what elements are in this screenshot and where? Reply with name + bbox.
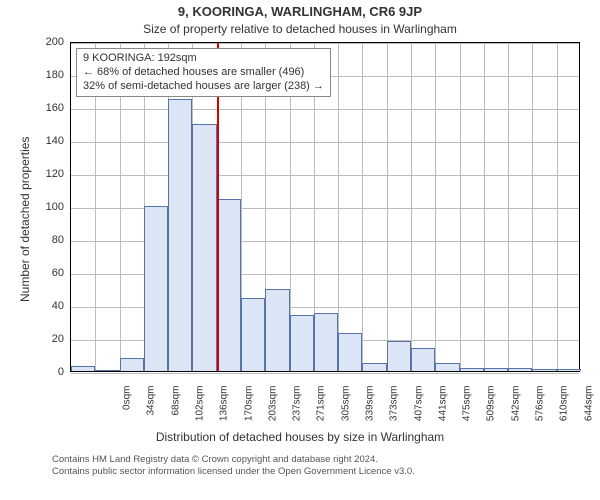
footer-line2: Contains public sector information licen…	[52, 466, 415, 478]
x-tick-label: 271sqm	[316, 386, 327, 434]
x-tick-label: 542sqm	[510, 386, 521, 434]
x-tick-label: 203sqm	[267, 386, 278, 434]
footer-credits: Contains HM Land Registry data © Crown c…	[52, 454, 415, 479]
chart-subtitle: Size of property relative to detached ho…	[0, 22, 600, 36]
x-tick-label: 373sqm	[389, 386, 400, 434]
x-tick-label: 441sqm	[437, 386, 448, 434]
y-tick-label: 80	[0, 234, 64, 246]
x-tick-label: 34sqm	[146, 386, 157, 434]
histogram-bar	[557, 369, 581, 371]
x-tick-label: 610sqm	[559, 386, 570, 434]
histogram-bar	[460, 368, 484, 371]
y-tick-label: 120	[0, 168, 64, 180]
annotation-line3: 32% of semi-detached houses are larger (…	[83, 80, 324, 94]
histogram-bar	[144, 206, 168, 371]
histogram-bar	[484, 368, 508, 371]
histogram-bar	[168, 99, 192, 371]
histogram-bar	[338, 333, 362, 371]
histogram-bar	[192, 124, 216, 372]
x-tick-label: 237sqm	[292, 386, 303, 434]
histogram-bar	[265, 289, 289, 372]
annotation-line2: ← 68% of detached houses are smaller (49…	[83, 66, 324, 80]
y-tick-label: 180	[0, 69, 64, 81]
x-axis-label: Distribution of detached houses by size …	[0, 430, 600, 444]
x-tick-label: 576sqm	[535, 386, 546, 434]
y-tick-label: 100	[0, 201, 64, 213]
histogram-bar	[120, 358, 144, 371]
y-tick-label: 20	[0, 333, 64, 345]
histogram-bar	[290, 315, 314, 371]
x-tick-label: 68sqm	[170, 386, 181, 434]
histogram-bar	[241, 298, 265, 371]
x-tick-label: 170sqm	[243, 386, 254, 434]
y-tick-label: 0	[0, 366, 64, 378]
histogram-bar	[508, 368, 532, 371]
histogram-bar	[411, 348, 435, 371]
x-tick-label: 0sqm	[122, 386, 133, 434]
histogram-bar	[95, 370, 119, 371]
x-tick-label: 339sqm	[365, 386, 376, 434]
footer-line1: Contains HM Land Registry data © Crown c…	[52, 454, 415, 466]
y-tick-label: 200	[0, 36, 64, 48]
histogram-bar	[532, 369, 556, 371]
x-tick-label: 509sqm	[486, 386, 497, 434]
chart-address-title: 9, KOORINGA, WARLINGHAM, CR6 9JP	[0, 4, 600, 19]
x-tick-label: 136sqm	[219, 386, 230, 434]
x-tick-label: 305sqm	[340, 386, 351, 434]
x-tick-label: 407sqm	[413, 386, 424, 434]
histogram-bar	[362, 363, 386, 371]
plot-area: 9 KOORINGA: 192sqm ← 68% of detached hou…	[70, 42, 580, 372]
x-tick-label: 644sqm	[583, 386, 594, 434]
histogram-bar	[435, 363, 459, 371]
annotation-line1: 9 KOORINGA: 192sqm	[83, 52, 324, 66]
y-tick-label: 140	[0, 135, 64, 147]
histogram-bar	[217, 199, 241, 371]
y-tick-label: 60	[0, 267, 64, 279]
y-tick-label: 160	[0, 102, 64, 114]
histogram-bar	[314, 313, 338, 371]
x-tick-label: 475sqm	[462, 386, 473, 434]
y-tick-label: 40	[0, 300, 64, 312]
histogram-bar	[71, 366, 95, 371]
x-tick-label: 102sqm	[195, 386, 206, 434]
annotation-box: 9 KOORINGA: 192sqm ← 68% of detached hou…	[76, 48, 331, 97]
histogram-bar	[387, 341, 411, 371]
